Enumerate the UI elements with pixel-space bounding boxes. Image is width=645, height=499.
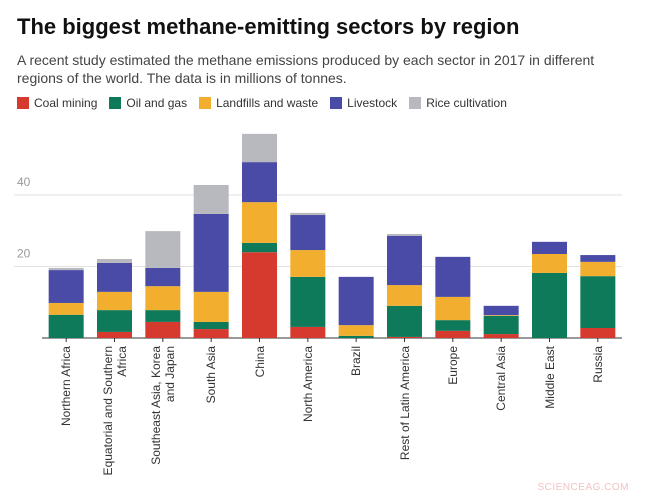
bar-segment: [580, 276, 616, 328]
x-tick-label: Rest of Latin America: [397, 346, 412, 461]
bar-segment: [290, 276, 326, 327]
bar-segment: [387, 235, 422, 286]
bar-segment: [532, 241, 567, 254]
bar-segment: [97, 291, 132, 311]
legend-item: Rice cultivation: [409, 96, 507, 110]
legend-item: Livestock: [330, 96, 397, 110]
legend-label: Landfills and waste: [216, 96, 319, 110]
bar-segment: [193, 291, 229, 322]
legend-label: Rice cultivation: [426, 96, 507, 110]
bar-segment: [532, 272, 567, 338]
bar-segment: [48, 267, 84, 271]
legend-swatch: [330, 97, 343, 109]
bar-segment: [483, 315, 519, 335]
bar-segment: [193, 329, 229, 338]
x-tick-label: Russia: [590, 346, 605, 383]
bar-segment: [242, 133, 277, 163]
bar-segment: [387, 336, 422, 338]
bar-segment: [193, 184, 229, 214]
legend-label: Livestock: [347, 96, 398, 110]
x-tick-label: Middle East: [542, 346, 557, 409]
x-tick-label: Central Asia: [494, 346, 509, 411]
y-tick-label: 20: [17, 247, 31, 261]
bar-segment: [145, 231, 181, 268]
bar-segment: [580, 255, 616, 262]
legend: Coal mining Oil and gas Landfills and wast…: [17, 96, 507, 110]
bar-segment: [242, 252, 277, 338]
bar-segment: [483, 305, 519, 316]
bar-segment: [242, 202, 277, 243]
bar-segment: [193, 321, 229, 330]
bar-segment: [580, 327, 616, 338]
bar-segment: [387, 233, 422, 236]
bar-segment: [145, 310, 181, 322]
bar-segment: [48, 314, 84, 338]
bar-segment: [290, 326, 326, 338]
bar-segment: [97, 310, 132, 332]
x-tick-label: Northern Africa: [59, 346, 74, 427]
bar-segment: [97, 262, 132, 292]
y-tick-label: 40: [17, 175, 31, 189]
bar-segment: [435, 320, 471, 331]
x-tick-label: Equatorial and Southern Africa: [100, 346, 129, 476]
x-tick-label: Europe: [445, 346, 460, 385]
bar-segment: [290, 250, 326, 277]
bar-segment: [290, 215, 326, 251]
bar-segment: [387, 305, 422, 337]
legend-item: Oil and gas: [109, 96, 187, 110]
bar-segment: [580, 261, 616, 277]
bar-segment: [145, 286, 181, 311]
bar-segment: [435, 256, 471, 297]
bar-segment: [242, 242, 277, 253]
bar-segment: [483, 315, 519, 316]
bar-segment: [435, 296, 471, 321]
watermark: SCIENCEAG.COM: [537, 482, 629, 493]
x-tick-label: North America: [300, 346, 315, 423]
legend-swatch: [409, 97, 422, 109]
bar-segment: [290, 212, 326, 216]
legend-item: Landfills and waste: [199, 96, 318, 110]
legend-swatch: [109, 97, 122, 109]
x-tick-label: Southeast Asia, Korea and Japan: [148, 346, 177, 465]
chart-subtitle: A recent study estimated the methane emi…: [17, 52, 595, 86]
legend-label: Coal mining: [34, 96, 98, 110]
x-tick-label: South Asia: [204, 346, 219, 404]
legend-swatch: [17, 97, 29, 109]
bar-segment: [387, 285, 422, 306]
bar-segment: [338, 335, 374, 338]
bar-segment: [435, 330, 471, 338]
bar-segment: [48, 302, 84, 315]
legend-item: Coal mining: [17, 96, 97, 110]
x-tick-label: China: [252, 346, 267, 378]
bar-segment: [338, 276, 374, 326]
legend-label: Oil and gas: [126, 96, 188, 110]
chart-title: The biggest methane-emitting sectors by …: [17, 14, 520, 39]
bar-segment: [145, 321, 181, 338]
bar-segment: [97, 331, 132, 338]
bar-segment: [97, 258, 132, 263]
bar-segment: [48, 270, 84, 303]
legend-swatch: [199, 97, 212, 109]
bar-segment: [532, 253, 567, 273]
bar-segment: [193, 213, 229, 292]
bar-segment: [242, 162, 277, 203]
bar-segment: [483, 334, 519, 338]
bar-segment: [338, 325, 374, 336]
x-tick-label: Brazil: [349, 346, 364, 377]
bar-segment: [145, 267, 181, 287]
